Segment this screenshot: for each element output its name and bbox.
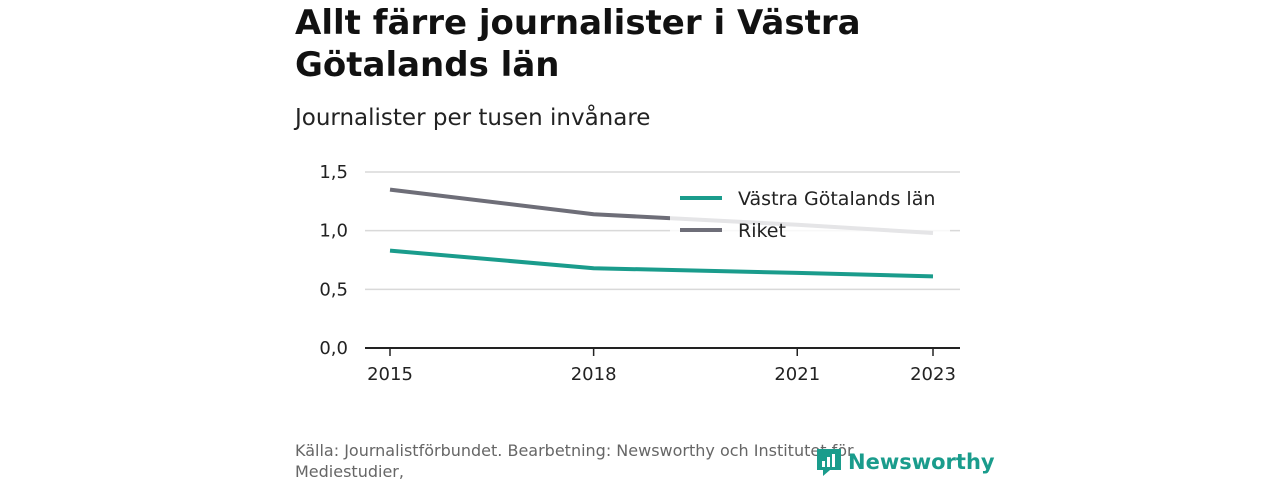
x-tick-label: 2015 bbox=[367, 364, 413, 385]
x-tick-label: 2018 bbox=[571, 364, 617, 385]
brand-logo: Newsworthy bbox=[814, 446, 995, 478]
y-tick-label: 0,0 bbox=[319, 338, 348, 359]
legend-background bbox=[670, 182, 950, 244]
legend-label: Riket bbox=[738, 220, 786, 242]
legend-label: Västra Götalands län bbox=[738, 188, 935, 210]
source-note: Källa: Journalistförbundet. Bearbetning:… bbox=[295, 441, 854, 481]
y-tick-label: 1,0 bbox=[319, 221, 348, 242]
y-tick-label: 0,5 bbox=[319, 279, 348, 300]
brand-name: Newsworthy bbox=[848, 450, 995, 474]
axes: 0,0 0,5 1,0 1,5 2015 2018 2021 2023 bbox=[319, 162, 960, 385]
chart-title: Allt färre journalister i Västra Götalan… bbox=[295, 3, 861, 85]
newsworthy-logo-icon bbox=[817, 449, 841, 476]
x-tick-label: 2021 bbox=[774, 364, 820, 385]
chart-subtitle: Journalister per tusen invånare bbox=[295, 105, 651, 131]
legend: Västra Götalands län Riket bbox=[670, 182, 950, 244]
series-line bbox=[389, 248, 934, 279]
y-tick-label: 1,5 bbox=[319, 162, 348, 183]
x-tick-label: 2023 bbox=[910, 364, 956, 385]
line-chart: 0,0 0,5 1,0 1,5 2015 2018 2021 2023 Västra Göta… bbox=[319, 162, 960, 385]
